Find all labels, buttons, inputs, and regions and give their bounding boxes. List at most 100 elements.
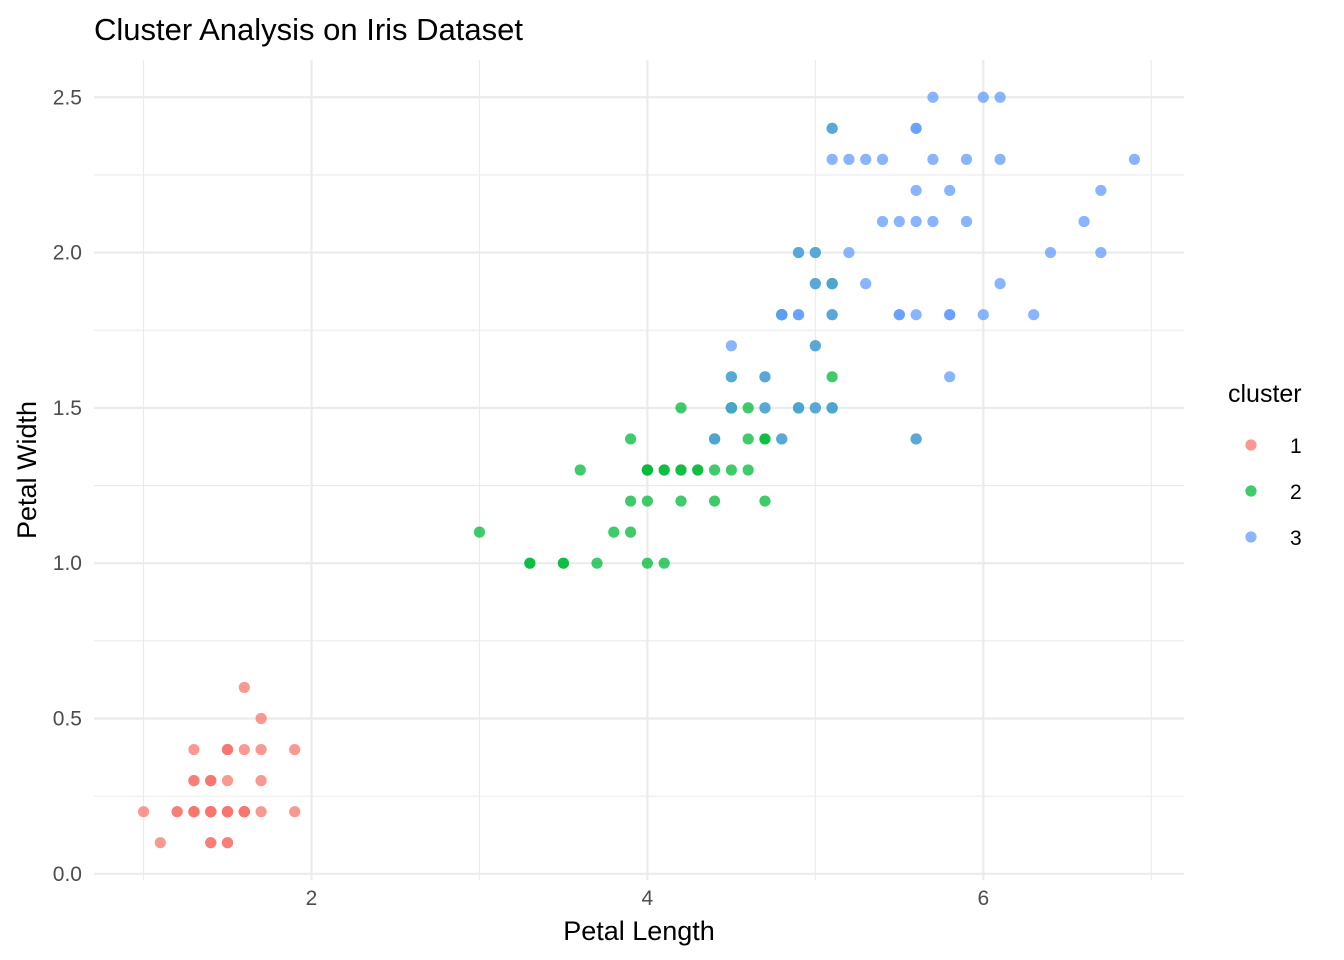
cluster-2-point: [759, 433, 771, 445]
cluster-1-point: [289, 806, 301, 818]
cluster-3-point: [860, 278, 872, 290]
cluster-3-point: [1128, 153, 1141, 165]
legend-key-1: [1245, 439, 1257, 451]
legend-label-1: 1: [1290, 435, 1302, 458]
cluster-3-point: [944, 309, 956, 321]
cluster-3-point: [1028, 309, 1040, 321]
cluster-2-point: [608, 526, 620, 538]
cluster-3-point: [910, 184, 922, 197]
cluster-1-point: [238, 806, 250, 818]
cluster-3-point: [910, 122, 922, 134]
cluster-3-point: [725, 402, 737, 414]
cluster-2-point: [641, 557, 653, 569]
legend-label-2: 2: [1290, 481, 1302, 504]
cluster-2-point: [625, 495, 637, 507]
cluster-2-point: [692, 464, 704, 476]
cluster-3-point: [944, 184, 956, 197]
cluster-3-point: [893, 309, 905, 321]
cluster-2-point: [708, 464, 721, 476]
cluster-3-point: [826, 309, 838, 321]
cluster-3-point: [860, 153, 872, 165]
cluster-1-point: [255, 806, 267, 818]
legend-title: cluster: [1228, 380, 1302, 408]
cluster-2-point: [625, 526, 637, 538]
cluster-3-point: [826, 278, 838, 290]
y-tick-label: 0.5: [53, 707, 82, 730]
legend-label-3: 3: [1290, 527, 1302, 550]
cluster-1-point: [171, 806, 183, 818]
cluster-1-point: [137, 806, 150, 818]
cluster-2-point: [641, 464, 653, 476]
cluster-1-point: [205, 806, 217, 818]
cluster-1-point: [221, 743, 234, 756]
data-points: [137, 91, 1141, 849]
cluster-3-point: [960, 153, 973, 165]
y-tick-label: 1.5: [53, 397, 82, 420]
legend-items: 1 2 3: [1245, 435, 1302, 550]
cluster-3-point: [994, 153, 1006, 165]
cluster-3-point: [809, 246, 821, 259]
legend: cluster 1 2 3: [1228, 380, 1302, 550]
cluster-3-point: [792, 402, 805, 414]
y-tick-label: 0.0: [53, 863, 82, 886]
cluster-3-point: [809, 402, 821, 414]
cluster-3-point: [910, 309, 922, 321]
y-axis-title: Petal Width: [12, 401, 42, 539]
cluster-3-point: [725, 371, 737, 383]
y-axis-ticks: 0.0 0.5 1.0 1.5 2.0 2.5: [53, 86, 82, 886]
x-axis-ticks: 2 4 6: [306, 887, 989, 910]
cluster-3-point: [759, 402, 771, 414]
cluster-2-point: [524, 557, 536, 569]
cluster-2-point: [708, 495, 721, 507]
cluster-3-point: [776, 433, 788, 445]
cluster-3-point: [792, 309, 805, 321]
cluster-1-point: [188, 806, 200, 818]
cluster-3-point: [944, 371, 956, 383]
cluster-3-point: [994, 91, 1006, 103]
minor-gridlines: [94, 60, 1184, 880]
legend-key-2: [1245, 485, 1257, 497]
cluster-1-point: [255, 743, 267, 756]
cluster-1-point: [255, 775, 267, 787]
cluster-3-point: [843, 246, 855, 259]
cluster-1-point: [188, 743, 200, 756]
cluster-3-point: [1095, 184, 1107, 197]
cluster-3-point: [792, 246, 805, 259]
cluster-3-point: [759, 371, 771, 383]
cluster-2-point: [742, 402, 754, 414]
cluster-3-point: [977, 91, 989, 103]
x-tick-label: 4: [642, 887, 654, 910]
cluster-1-point: [154, 837, 166, 849]
cluster-2-point: [591, 557, 603, 569]
x-tick-label: 6: [977, 887, 989, 910]
cluster-1-point: [255, 712, 267, 725]
cluster-2-point: [557, 557, 570, 569]
cluster-3-point: [876, 153, 889, 165]
cluster-3-point: [960, 215, 973, 228]
cluster-3-point: [994, 278, 1006, 290]
cluster-2-point: [574, 464, 586, 476]
cluster-3-point: [809, 340, 821, 352]
cluster-1-point: [238, 681, 250, 694]
cluster-1-point: [205, 775, 217, 787]
cluster-1-point: [221, 837, 234, 849]
cluster-2-point: [826, 371, 838, 383]
cluster-3-point: [927, 153, 939, 165]
cluster-2-point: [675, 402, 687, 414]
cluster-2-point: [625, 433, 637, 445]
cluster-2-point: [658, 464, 670, 476]
cluster-3-point: [826, 153, 838, 165]
legend-key-3: [1245, 531, 1257, 543]
cluster-3-point: [977, 309, 989, 321]
cluster-3-point: [725, 340, 737, 352]
cluster-3-point: [708, 433, 721, 445]
x-tick-label: 2: [306, 887, 318, 910]
cluster-3-point: [927, 215, 939, 228]
cluster-3-point: [1044, 246, 1057, 259]
cluster-2-point: [742, 433, 754, 445]
cluster-3-point: [1078, 215, 1090, 228]
cluster-2-point: [641, 495, 653, 507]
cluster-1-point: [188, 775, 200, 787]
cluster-2-point: [675, 464, 687, 476]
